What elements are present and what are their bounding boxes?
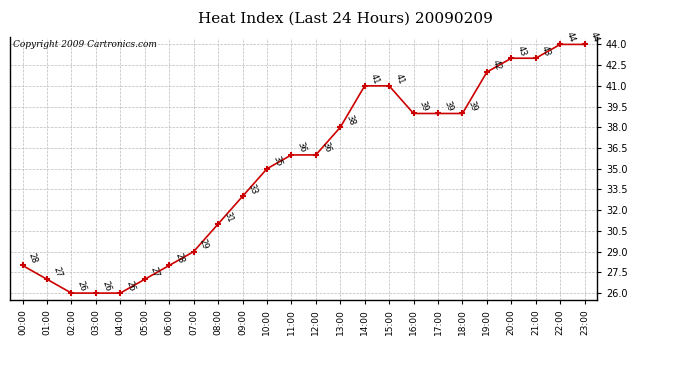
Text: 33: 33 xyxy=(246,182,259,196)
Text: 38: 38 xyxy=(344,113,357,126)
Text: 28: 28 xyxy=(27,252,39,265)
Text: 31: 31 xyxy=(222,210,235,223)
Text: 42: 42 xyxy=(491,58,503,71)
Text: 36: 36 xyxy=(320,141,332,154)
Text: 29: 29 xyxy=(198,238,210,251)
Text: 28: 28 xyxy=(173,252,186,265)
Text: 26: 26 xyxy=(76,279,88,292)
Text: 39: 39 xyxy=(417,100,430,113)
Text: 41: 41 xyxy=(369,72,381,85)
Text: Copyright 2009 Cartronics.com: Copyright 2009 Cartronics.com xyxy=(13,40,157,49)
Text: 27: 27 xyxy=(51,266,63,279)
Text: 36: 36 xyxy=(295,141,308,154)
Text: 39: 39 xyxy=(466,100,479,113)
Text: Heat Index (Last 24 Hours) 20090209: Heat Index (Last 24 Hours) 20090209 xyxy=(197,11,493,25)
Text: 26: 26 xyxy=(124,279,137,292)
Text: 41: 41 xyxy=(393,72,405,85)
Text: 43: 43 xyxy=(515,44,528,57)
Text: 39: 39 xyxy=(442,100,454,113)
Text: 26: 26 xyxy=(100,279,112,292)
Text: 27: 27 xyxy=(149,266,161,279)
Text: 44: 44 xyxy=(564,31,576,44)
Text: 35: 35 xyxy=(271,155,283,168)
Text: 43: 43 xyxy=(540,44,552,57)
Text: 44: 44 xyxy=(589,31,601,44)
